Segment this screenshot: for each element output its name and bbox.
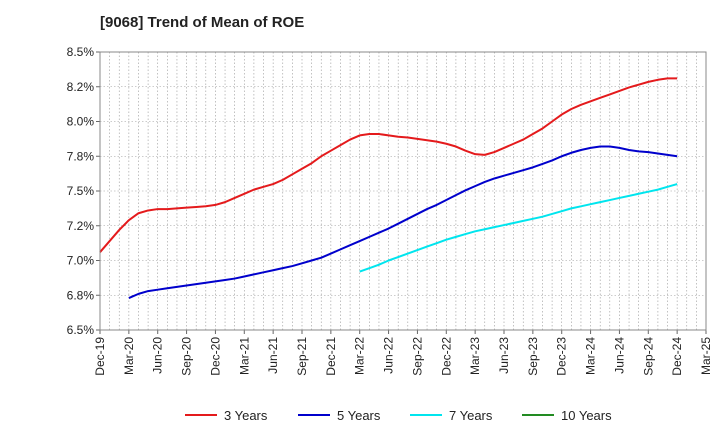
x-tick-label: Dec-21 bbox=[324, 337, 338, 376]
series-line-5-years bbox=[128, 145, 678, 299]
x-tick-label: Sep-20 bbox=[180, 337, 194, 376]
x-tick-label: Mar-20 bbox=[122, 337, 136, 375]
x-tick-label: Dec-23 bbox=[555, 337, 569, 376]
y-tick-label: 6.5% bbox=[67, 323, 95, 337]
x-tick-label: Jun-20 bbox=[151, 337, 165, 374]
x-tick-label: Mar-22 bbox=[353, 337, 367, 375]
y-tick-label: 6.8% bbox=[67, 288, 95, 302]
legend-label: 7 Years bbox=[449, 408, 493, 423]
y-tick-label: 7.0% bbox=[67, 254, 95, 268]
x-tick-label: Dec-22 bbox=[439, 337, 453, 376]
legend-label: 3 Years bbox=[224, 408, 268, 423]
x-axis-ticks: Dec-19 Mar-20 Jun-20 Sep-20 Dec-20 Mar-21 Jun-… bbox=[93, 330, 713, 376]
x-tick-label: Mar-21 bbox=[237, 337, 251, 375]
x-tick-label: Jun-23 bbox=[497, 337, 511, 374]
x-tick-label: Jun-21 bbox=[266, 337, 280, 374]
x-tick-label: Sep-21 bbox=[295, 337, 309, 376]
x-tick-label: Sep-23 bbox=[526, 337, 540, 376]
series-line-7-years bbox=[359, 183, 678, 273]
x-tick-label: Jun-22 bbox=[382, 337, 396, 374]
y-tick-label: 8.2% bbox=[67, 80, 95, 94]
x-tick-label: Dec-19 bbox=[93, 337, 107, 376]
series-line-3-years bbox=[99, 77, 678, 253]
y-tick-label: 7.8% bbox=[67, 149, 95, 163]
x-tick-label: Sep-22 bbox=[410, 337, 424, 376]
legend-label: 5 Years bbox=[337, 408, 381, 423]
y-tick-label: 7.5% bbox=[67, 184, 95, 198]
y-tick-label: 8.0% bbox=[67, 115, 95, 129]
plot-frame bbox=[99, 51, 707, 331]
x-tick-label: Mar-23 bbox=[468, 337, 482, 375]
grid-lines bbox=[99, 51, 707, 331]
legend: 3 Years 5 Years 7 Years 10 Years bbox=[185, 408, 612, 423]
chart-title: [9068] Trend of Mean of ROE bbox=[100, 14, 305, 31]
y-tick-label: 8.5% bbox=[67, 45, 95, 59]
x-tick-label: Mar-24 bbox=[584, 337, 598, 375]
y-axis-ticks: 6.5% 6.8% 7.0% 7.2% 7.5% 7.8% 8.0% 8.2% 8.5% bbox=[67, 45, 100, 337]
y-tick-label: 7.2% bbox=[67, 219, 95, 233]
x-tick-label: Mar-25 bbox=[699, 337, 713, 375]
series-lines bbox=[99, 77, 678, 299]
x-tick-label: Sep-24 bbox=[641, 337, 655, 376]
x-tick-label: Dec-20 bbox=[208, 337, 222, 376]
x-tick-label: Jun-24 bbox=[612, 337, 626, 374]
legend-label: 10 Years bbox=[561, 408, 612, 423]
x-tick-label: Dec-24 bbox=[670, 337, 684, 376]
